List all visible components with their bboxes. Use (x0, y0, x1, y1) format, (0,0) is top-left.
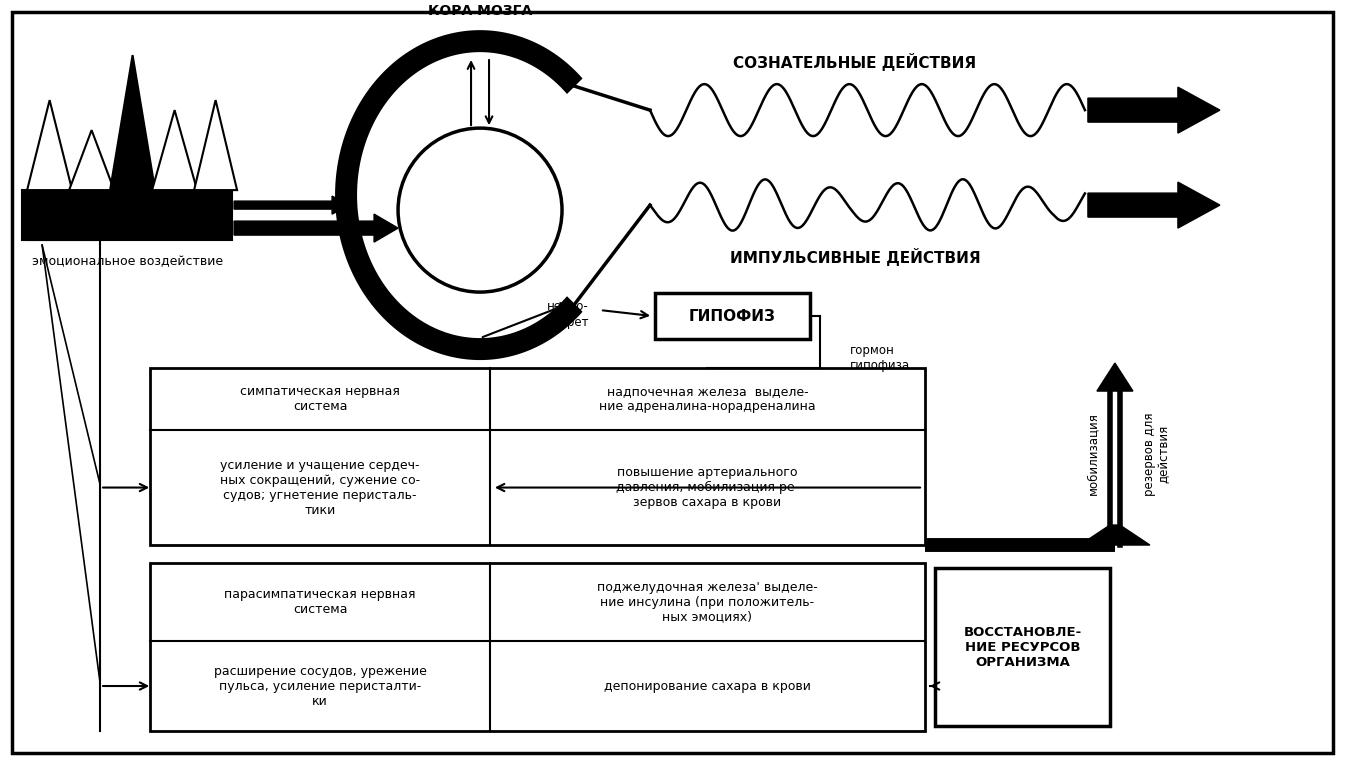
Polygon shape (152, 110, 198, 190)
Polygon shape (27, 100, 73, 190)
Text: нейро-
секрет: нейро- секрет (547, 300, 589, 329)
Polygon shape (1080, 525, 1150, 545)
Text: ГИПОТАЛАМУС: ГИПОТАЛАМУС (422, 212, 538, 225)
Text: симпатическая нервная
система: симпатическая нервная система (241, 385, 399, 413)
Text: ВОССТАНОВЛЕ-
НИЕ РЕСУРСОВ
ОРГАНИЗМА: ВОССТАНОВЛЕ- НИЕ РЕСУРСОВ ОРГАНИЗМА (963, 626, 1081, 669)
Bar (22, 190, 233, 240)
Polygon shape (1088, 87, 1220, 133)
Text: парасимпатическая нервная
система: парасимпатическая нервная система (225, 588, 416, 616)
Polygon shape (110, 55, 155, 190)
Text: ИМПУЛЬСИВНЫЕ ДЕЙСТВИЯ: ИМПУЛЬСИВНЫЕ ДЕЙСТВИЯ (729, 248, 981, 266)
Text: депонирование сахара в крови: депонирование сахара в крови (604, 679, 811, 692)
Text: мобилизация: мобилизация (1087, 412, 1099, 496)
Bar (935, 568, 1110, 726)
Polygon shape (234, 196, 350, 214)
Polygon shape (69, 130, 114, 190)
Text: гормон
гипофиза: гормон гипофиза (850, 344, 911, 372)
Bar (151, 368, 925, 545)
Text: расширение сосудов, урежение
пульса, усиление перисталти-
ки: расширение сосудов, урежение пульса, уси… (214, 665, 426, 708)
Bar (151, 563, 925, 731)
Polygon shape (194, 100, 237, 190)
Text: резервов для
действия: резервов для действия (1143, 412, 1171, 496)
Bar (655, 293, 810, 339)
Polygon shape (234, 214, 398, 242)
Text: надпочечная железа  выделе-
ние адреналина-норадреналина: надпочечная железа выделе- ние адреналин… (599, 385, 816, 413)
Text: СОЗНАТЕЛЬНЫЕ ДЕЙСТВИЯ: СОЗНАТЕЛЬНЫЕ ДЕЙСТВИЯ (733, 53, 976, 71)
Polygon shape (1088, 182, 1220, 228)
Text: усиление и учащение сердеч-
ных сокращений, сужение со-
судов; угнетение периста: усиление и учащение сердеч- ных сокращен… (221, 458, 420, 516)
Text: ГИПОФИЗ: ГИПОФИЗ (689, 308, 776, 324)
Circle shape (398, 128, 562, 292)
Text: КОРА МОЗГА: КОРА МОЗГА (428, 4, 533, 18)
Text: поджелудочная железа' выделе-
ние инсулина (при положитель-
ных эмоциях): поджелудочная железа' выделе- ние инсули… (597, 581, 818, 623)
Text: эмоциональное воздействие: эмоциональное воздействие (31, 255, 223, 268)
Polygon shape (335, 30, 582, 360)
Polygon shape (1098, 363, 1132, 391)
Text: повышение артериального
давления, мобилизация ре-
зервов сахара в крови: повышение артериального давления, мобили… (616, 466, 799, 509)
